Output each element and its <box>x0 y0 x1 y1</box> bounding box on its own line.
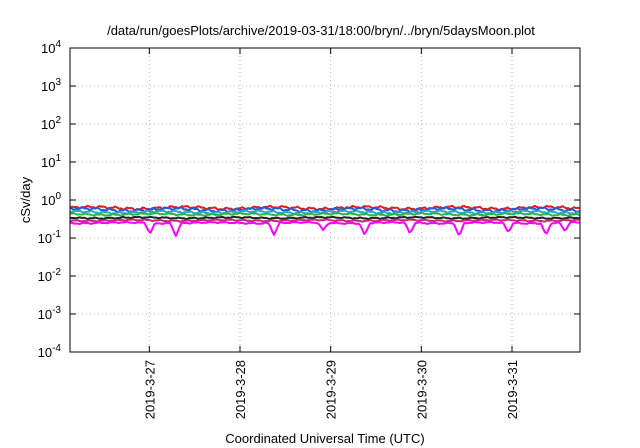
x-axis-label: Coordinated Universal Time (UTC) <box>225 431 424 446</box>
x-tick-label: 2019-3-29 <box>324 360 339 419</box>
y-tick-label: 10-4 <box>38 343 62 360</box>
y-axis-label: cSv/day <box>18 176 33 223</box>
series-line <box>69 211 581 217</box>
y-tick-label: 10-1 <box>38 229 62 246</box>
y-tick-label: 101 <box>41 153 61 170</box>
x-tick-label: 2019-3-31 <box>505 360 520 419</box>
x-tick-label: 2019-3-27 <box>142 360 157 419</box>
y-tick-label: 10-3 <box>38 305 62 322</box>
y-tick-label: 104 <box>41 39 61 56</box>
y-tick-label: 10-2 <box>38 267 62 284</box>
y-tick-label: 100 <box>41 191 61 208</box>
y-tick-label: 102 <box>41 115 61 132</box>
x-tick-label: 2019-3-30 <box>414 360 429 419</box>
series-line <box>69 204 581 212</box>
series-line <box>69 220 580 238</box>
series-layer <box>69 204 581 238</box>
x-axis-ticks: 2019-3-27 2019-3-28 2019-3-29 2019-3-30 2019… <box>142 48 520 419</box>
y-tick-label: 103 <box>41 77 61 94</box>
series-line <box>69 215 581 220</box>
x-tick-label: 2019-3-28 <box>233 360 248 419</box>
y-axis-ticks: 104 103 102 101 100 10-1 10-2 10-3 10-4 <box>38 39 580 360</box>
series-line <box>69 218 581 223</box>
grid-lines <box>70 48 580 352</box>
chart-title: /data/run/goesPlots/archive/2019-03-31/1… <box>107 23 535 38</box>
series-line <box>69 209 581 216</box>
